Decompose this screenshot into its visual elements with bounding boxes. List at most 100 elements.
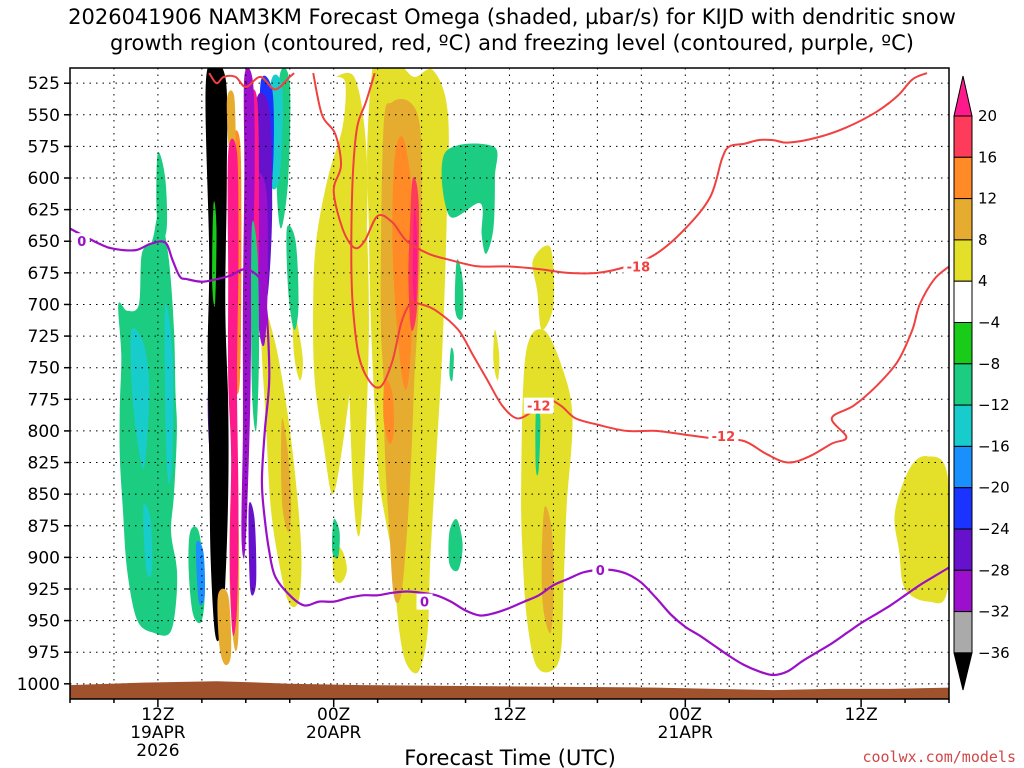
y-tick-label: 800 [28,422,60,442]
x-tick-label: 12Z [844,705,877,725]
colorbar-segment [953,487,973,530]
y-tick-label: 750 [28,359,60,379]
colorbar-label: −4 [978,314,1000,332]
colorbar: 20 16 12 8 4 −4 −8 −12 −16 −20 −24 −28 −32 −36 [953,75,1010,691]
x-tick-label: 12Z [141,705,174,725]
omega-region [448,519,463,572]
omega-region [449,347,454,382]
y-tick-label: 950 [28,612,60,632]
colorbar-segment [953,445,973,489]
omega-region [195,540,206,606]
freezing-level-contours: 0 0 0 [70,227,949,677]
dgz-contour-label: -12 [712,430,736,445]
chart-title-line2: growth region (contoured, red, ºC) and f… [110,31,914,55]
colorbar-segment [953,280,973,324]
colorbar-top-triangle [953,75,973,117]
y-tick-label: 625 [28,201,60,221]
dgz-contour-line [208,72,295,91]
dgz-label-bg [623,258,654,275]
freezing-label-bg [73,233,90,250]
omega-region [313,72,368,495]
colorbar-segment [953,569,973,613]
y-tick-label: 1000 [17,675,60,695]
y-tick-label: 650 [28,232,60,252]
colorbar-label: −12 [978,396,1010,414]
y-tick-label: 850 [28,485,60,505]
omega-region [248,502,257,596]
x-tick-label: 00Z [317,705,350,725]
colorbar-label: −28 [978,561,1010,579]
colorbar-segment [953,404,973,447]
omega-region [331,518,340,559]
omega-region [412,208,418,306]
colorbar-label: 12 [978,190,997,208]
omega-shading [118,68,949,674]
omega-region [156,152,168,243]
colorbar-label: −32 [978,603,1010,621]
x-axis-label: Forecast Time (UTC) [404,746,616,768]
dgz-contour-label: -12 [527,400,551,415]
x-tick-date: 19APR [130,723,186,743]
chart-title-line1: 2026041906 NAM3KM Forecast Omega (shaded… [68,5,956,29]
omega-region [535,407,541,476]
y-tick-label: 550 [28,106,60,126]
dendritic-growth-contours: -18 -12 -12 [208,72,949,464]
y-tick-label: 825 [28,454,60,474]
x-tick-date: 21APR [658,723,714,743]
colorbar-label: −16 [978,437,1010,455]
freezing-label-bg [592,562,609,579]
freezing-level-line [70,227,949,677]
y-tick-label: 775 [28,390,60,410]
omega-region [143,503,153,578]
y-tick-label: 725 [28,327,60,347]
omega-region [894,456,949,604]
colorbar-label: 20 [978,107,997,125]
colorbar-segment [953,198,973,241]
omega-region [493,329,500,381]
colorbar-segment [953,611,973,654]
dgz-label-bg [523,397,554,414]
y-tick-label: 575 [28,137,60,157]
colorbar-segment [953,115,973,158]
colorbar-segment [953,322,973,365]
freezing-level-label: 0 [596,564,605,579]
colorbar-label: 16 [978,148,997,166]
terrain-layer [70,681,949,699]
omega-region [241,68,255,559]
plot-area: -18 -12 -12 0 0 0 [70,68,949,699]
omega-region [164,303,174,485]
omega-region [441,143,498,254]
freezing-label-bg [416,593,433,610]
x-tick-year: 2026 [136,741,179,761]
y-tick-label: 925 [28,580,60,600]
colorbar-segment [953,156,973,200]
credit-text: coolwx.com/models [862,748,1016,766]
dgz-contour-label: -18 [627,261,651,276]
x-tick-date: 20APR [306,723,362,743]
y-axis: 525 550 575 600 625 650 675 700 725 750 775 800 825 8… [17,74,70,695]
grid-lines [70,68,949,699]
omega-region [130,327,150,469]
colorbar-label: 8 [978,231,988,249]
colorbar-label: −36 [978,644,1010,662]
omega-region [216,196,223,263]
omega-region [260,300,302,608]
colorbar-segment [953,363,973,406]
colorbar-label: −20 [978,479,1010,497]
omega-region [532,245,555,331]
omega-region [205,68,229,642]
colorbar-label: −8 [978,355,1000,373]
omega-region [217,588,232,666]
colorbar-segment [953,528,973,571]
y-tick-label: 600 [28,169,60,189]
y-tick-label: 675 [28,264,60,284]
colorbar-bottom-triangle [953,652,973,691]
y-tick-label: 700 [28,295,60,315]
y-tick-label: 525 [28,74,60,94]
omega-region [392,136,414,390]
omega-region [541,506,554,634]
colorbar-label: −24 [978,520,1010,538]
colorbar-segment [953,239,973,282]
